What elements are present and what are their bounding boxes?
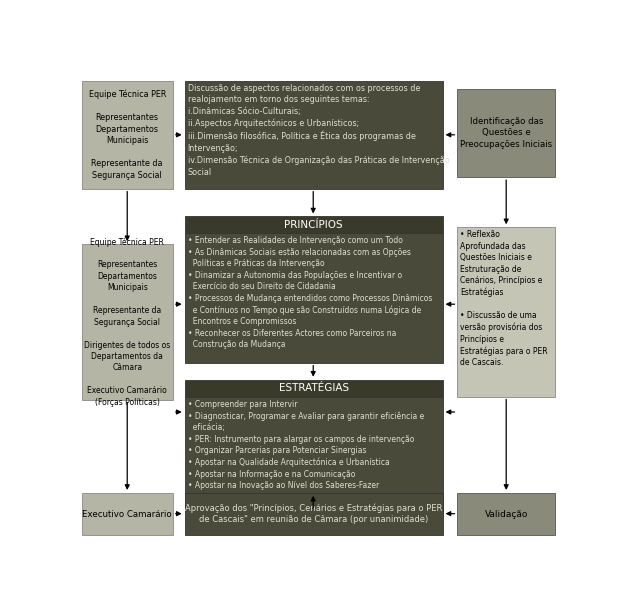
Text: Discussão de aspectos relacionados com os processos de
realojamento em torno dos: Discussão de aspectos relacionados com o…: [188, 84, 450, 176]
Text: Equipe Técnica PER

Representantes
Departamentos
Municipais

Representante da
Se: Equipe Técnica PER Representantes Depart…: [89, 90, 166, 179]
Bar: [184, 396, 443, 511]
Text: • Compreender para Intervir
• Diagnosticar, Programar e Avaliar para garantir ef: • Compreender para Intervir • Diagnostic…: [188, 400, 424, 490]
Bar: [81, 81, 173, 188]
Text: • Entender as Realidades de Intervenção como um Todo
• As Dinâmicas Sociais estã: • Entender as Realidades de Intervenção …: [188, 237, 432, 349]
Bar: [458, 88, 555, 177]
Bar: [458, 493, 555, 535]
Text: ESTRATÉGIAS: ESTRATÉGIAS: [279, 383, 348, 393]
Bar: [184, 81, 443, 188]
Bar: [184, 493, 443, 535]
Bar: [81, 493, 173, 535]
Text: Equipe Técnica PER

Representantes
Departamentos
Municipais

Representante da
Se: Equipe Técnica PER Representantes Depart…: [84, 237, 170, 407]
Bar: [458, 227, 555, 396]
Text: PRINCÍPIOS: PRINCÍPIOS: [284, 220, 343, 230]
Bar: [184, 217, 443, 234]
Bar: [184, 379, 443, 397]
Text: Validação: Validação: [484, 509, 528, 518]
Text: Executivo Camarário: Executivo Camarário: [83, 509, 172, 518]
Bar: [81, 244, 173, 400]
Text: • Reflexão
Aprofundada das
Questões Iniciais e
Estruturação de
Cenários, Princíp: • Reflexão Aprofundada das Questões Inic…: [461, 231, 548, 367]
Text: Identificação das
Questões e
Preocupações Iniciais: Identificação das Questões e Preocupaçõe…: [460, 117, 552, 149]
Text: Aprovação dos "Princípios, Cenários e Estratégias para o PER
de Cascais" em reun: Aprovação dos "Princípios, Cenários e Es…: [185, 503, 442, 525]
Bar: [184, 234, 443, 363]
